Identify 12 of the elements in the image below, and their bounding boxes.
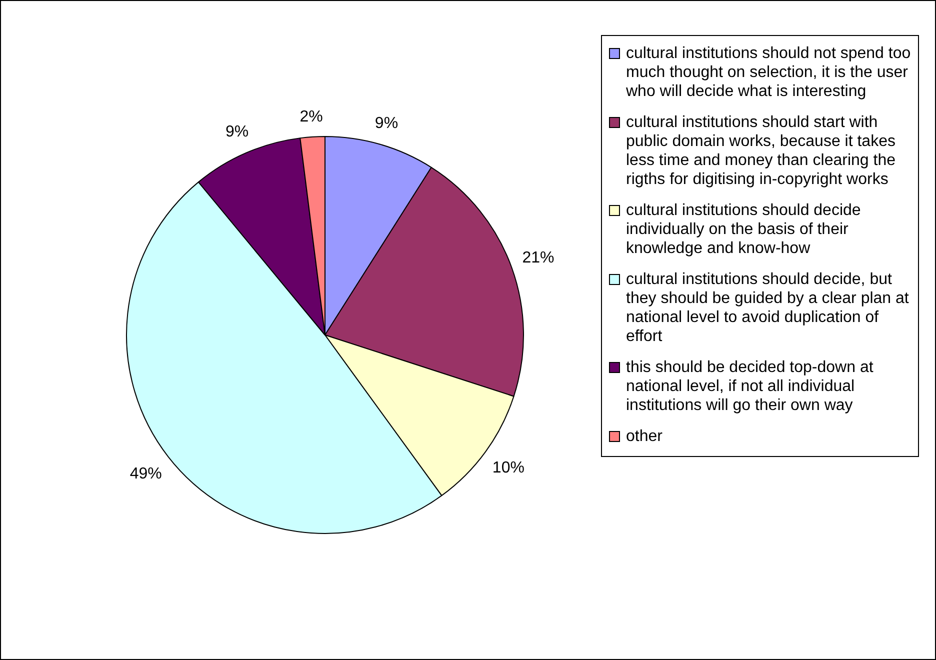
data-label: 2% bbox=[300, 108, 323, 126]
legend-label: cultural institutions should not spend too much thought on selection, it is the user who will decide what is interesting bbox=[626, 44, 912, 101]
legend-label: cultural institutions should decide individually on the basis of their knowledge and know-how bbox=[626, 201, 862, 258]
legend-label: cultural institutions should start with public domain works, because it takes less time and money than clearing the rigths for digitising in-copyright works bbox=[626, 113, 896, 189]
data-label: 49% bbox=[130, 465, 162, 482]
legend-label: other bbox=[626, 427, 664, 446]
legend-label: cultural institutions should decide, but they should be guided by a clear plan at national level to avoid duplication of effort bbox=[626, 270, 910, 346]
data-label: 10% bbox=[492, 460, 524, 477]
data-label: 9% bbox=[226, 123, 249, 140]
data-label: 21% bbox=[522, 250, 554, 267]
legend-label: this should be decided top-down at national level, if not all individual institutions will go their own way bbox=[626, 358, 874, 415]
data-label: 9% bbox=[374, 114, 398, 132]
